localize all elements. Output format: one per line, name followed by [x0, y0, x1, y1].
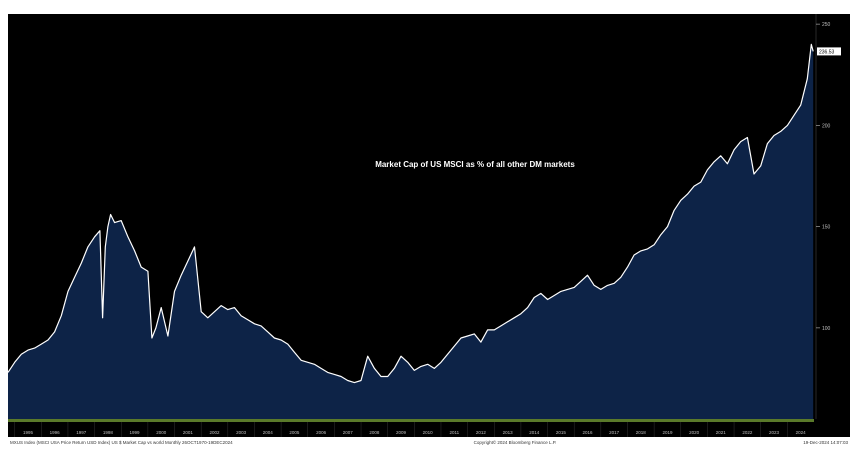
footer-timestamp: 19-Dec-2024 14:07:03 — [803, 440, 848, 445]
x-tick-label: 2014 — [529, 430, 540, 435]
x-tick-label: 2013 — [503, 430, 514, 435]
area-layer — [7, 43, 814, 420]
x-tick-label: 2000 — [156, 430, 167, 435]
x-tick-label: 2016 — [583, 430, 594, 435]
last-value-box — [817, 47, 841, 56]
x-tick-label: 1997 — [76, 430, 87, 435]
y-axis: 100 150 200 250 — [815, 14, 831, 419]
series-area — [8, 44, 814, 420]
last-value-label: 236.53 — [819, 49, 835, 55]
x-tick-label: 1996 — [50, 430, 61, 435]
x-tick-label: 2010 — [423, 430, 434, 435]
x-tick-label: 2006 — [316, 430, 327, 435]
x-axis-strip — [8, 422, 814, 437]
x-tick-label: 1995 — [23, 430, 34, 435]
x-tick-label: 2007 — [343, 430, 354, 435]
x-tick-label: 2022 — [742, 430, 753, 435]
x-tick-label: 2004 — [263, 430, 274, 435]
y-tick-label: 200 — [822, 123, 831, 129]
x-tick-label: 1999 — [130, 430, 141, 435]
chart-title: Market Cap of US MSCI as % of all other … — [375, 160, 575, 169]
series-line — [7, 43, 814, 384]
baseline-band — [8, 419, 814, 437]
x-tick-label: 2008 — [369, 430, 380, 435]
baseline-band-strip — [8, 419, 814, 422]
x-tick-label: 2015 — [556, 430, 567, 435]
x-tick-label: 2021 — [716, 430, 727, 435]
footer-copyright: Copyright© 2024 Bloomberg Finance L.P. — [474, 439, 557, 445]
x-tick-label: 2019 — [662, 430, 673, 435]
x-tick-label: 2020 — [689, 430, 700, 435]
x-tick-label: 2009 — [396, 430, 407, 435]
y-tick-label: 150 — [822, 225, 831, 231]
x-tick-label: 2005 — [289, 430, 300, 435]
y-tick-label: 100 — [822, 326, 831, 332]
x-tick-label: 2011 — [449, 430, 459, 435]
x-tick-label: 2012 — [476, 430, 487, 435]
x-tick-label: 2001 — [183, 430, 194, 435]
x-tick-label: 2024 — [796, 430, 807, 435]
last-value-tag: 236.53 — [817, 47, 841, 56]
x-tick-label: 2002 — [209, 430, 220, 435]
x-tick-label: 2003 — [236, 430, 247, 435]
y-tick-label: 250 — [822, 22, 831, 28]
x-tick-label: 1998 — [103, 430, 114, 435]
footer-source: MXUS Index (MSCI USA Price Return USD In… — [10, 440, 233, 445]
x-tick-label: 2023 — [769, 430, 780, 435]
x-axis: 1995 1996 1997 1998 1999 2000 2001 2002 2003 2004… — [14, 422, 807, 437]
x-tick-label: 2018 — [636, 430, 647, 435]
x-tick-label: 2017 — [609, 430, 620, 435]
